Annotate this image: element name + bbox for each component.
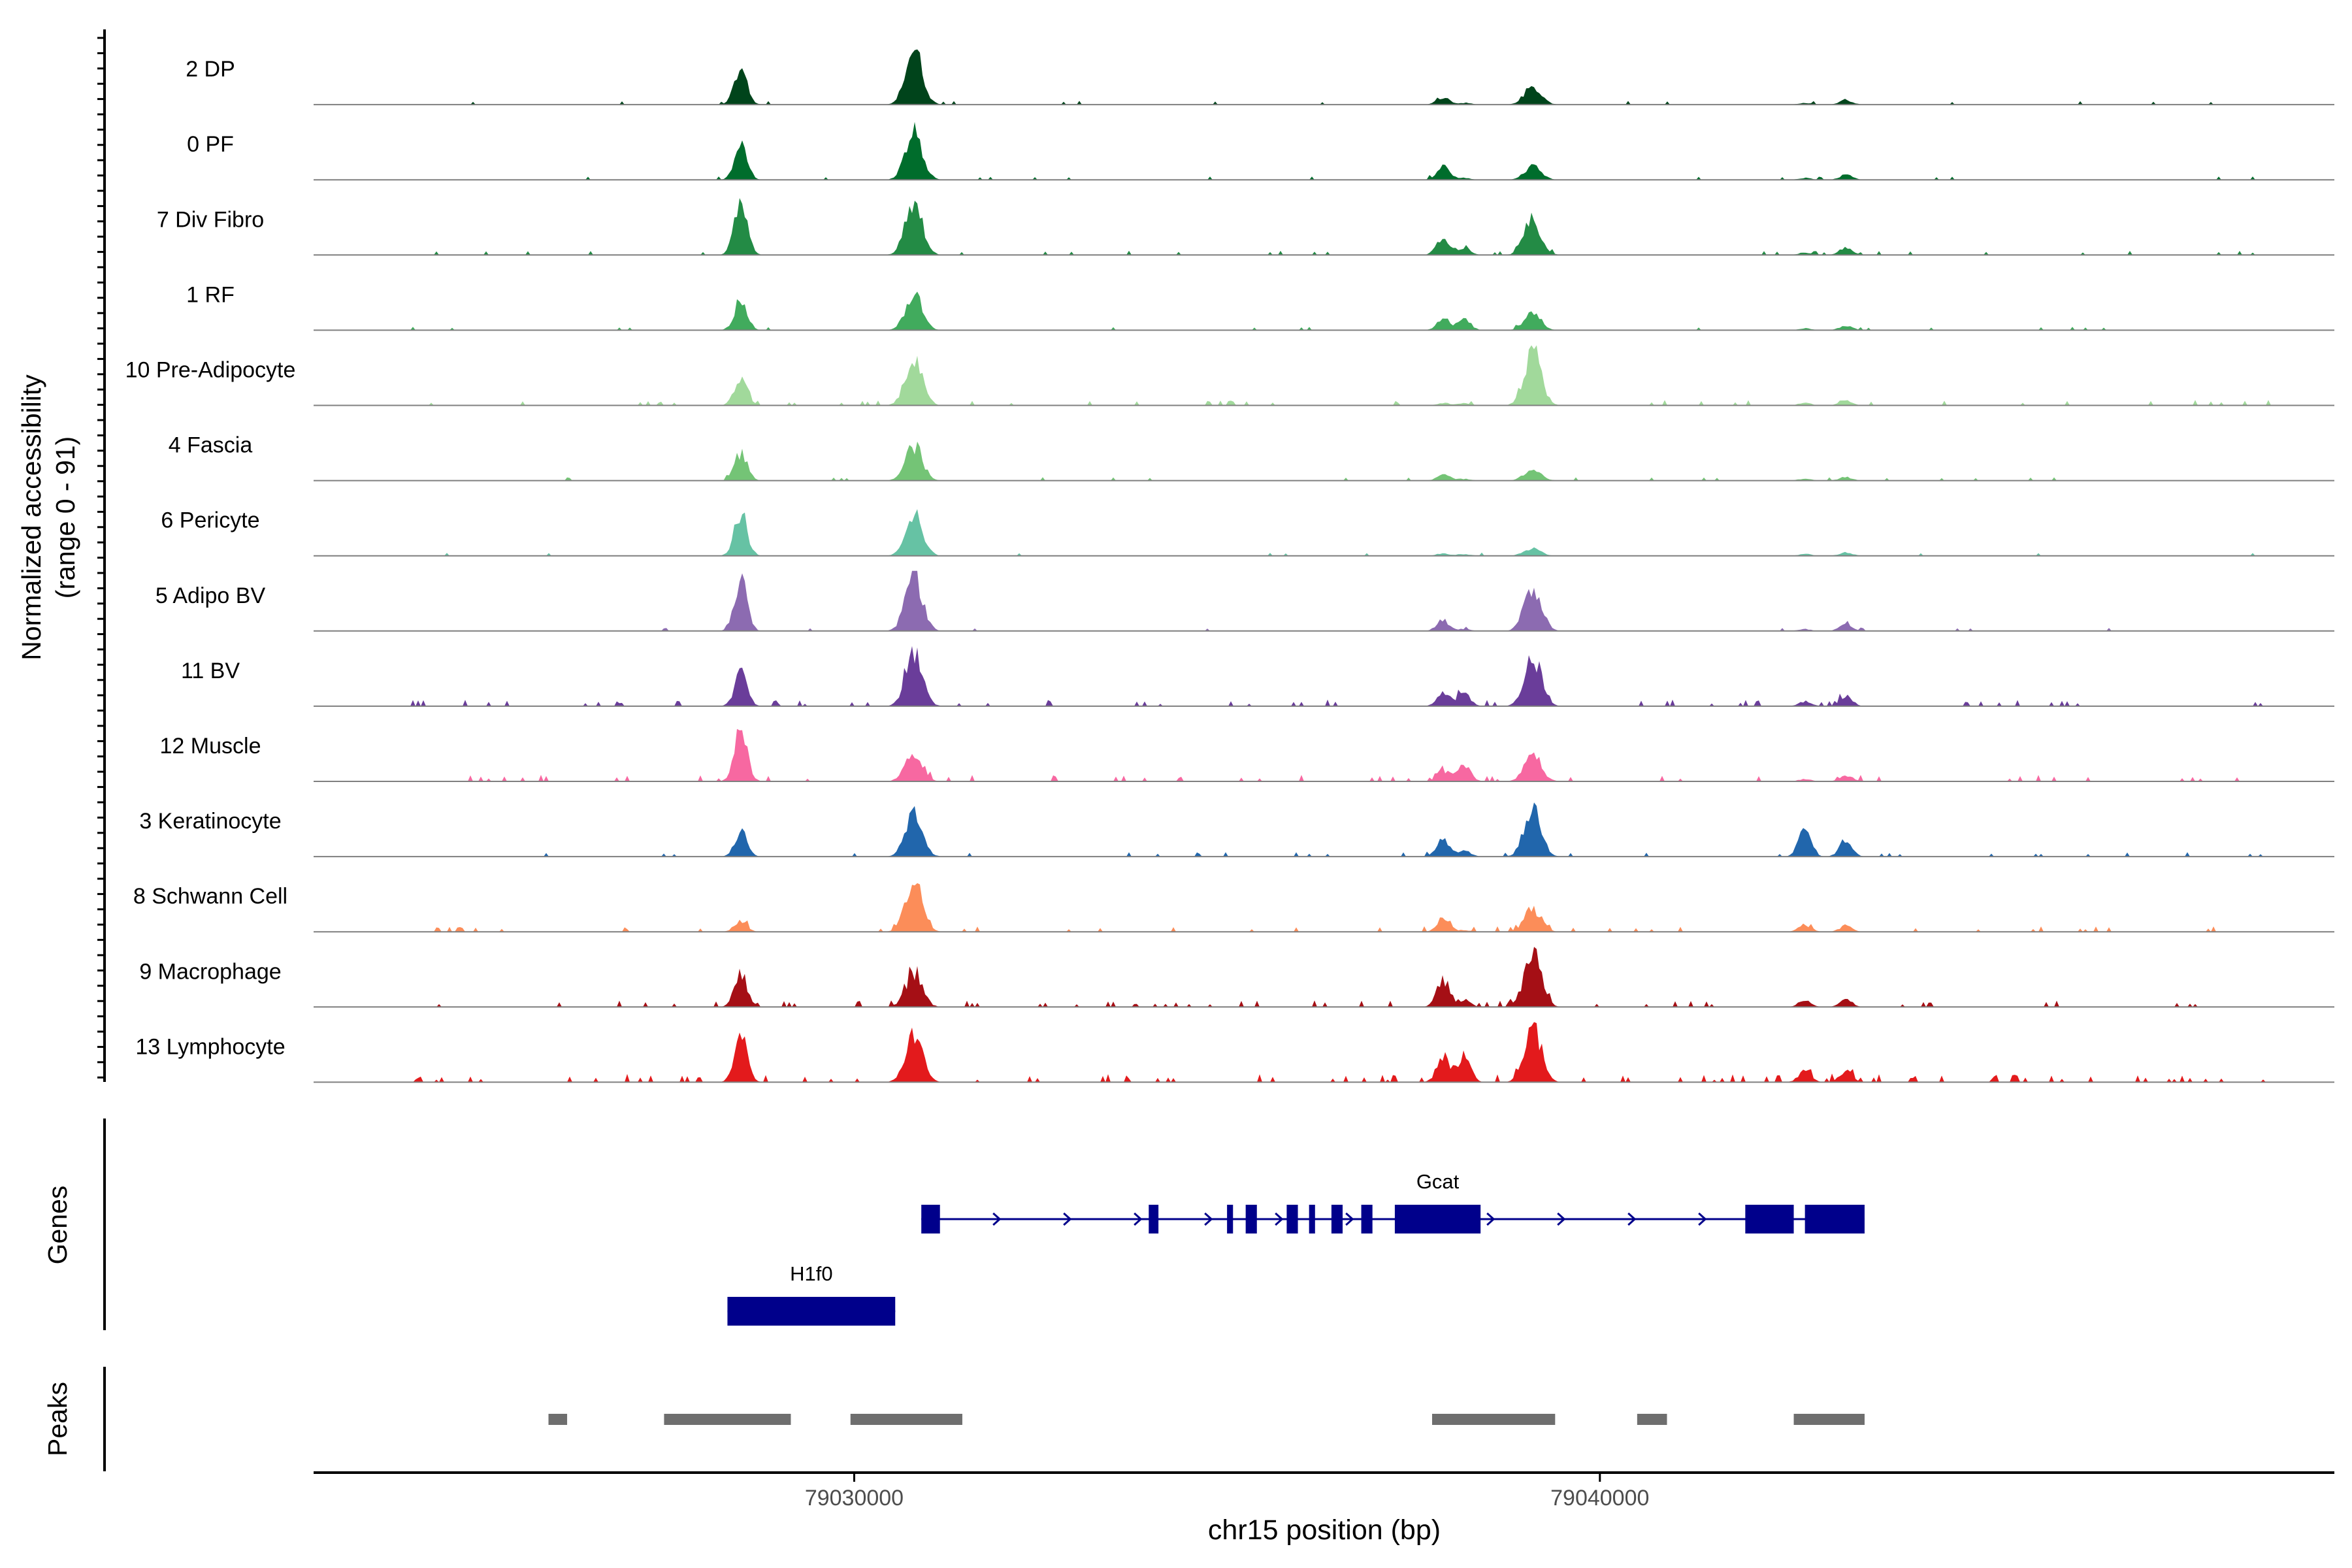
x-axis-ticks: 79030000 79040000 — [805, 1473, 1649, 1511]
exon — [1286, 1205, 1298, 1233]
x-tick-label: 79030000 — [805, 1486, 904, 1511]
coverage-tracks: 2 DP 0 PF 7 Div Fibro 1 RF 10 Pre-Adipocyte 4… — [125, 49, 2334, 1083]
track-label: 9 Macrophage — [139, 959, 281, 984]
exon — [1309, 1205, 1315, 1233]
track-label: 13 Lymphocyte — [135, 1034, 285, 1059]
track-label: 10 Pre-Adipocyte — [125, 358, 296, 383]
peak-bar — [1793, 1414, 1865, 1425]
track-8-schwann-cell: 8 Schwann Cell — [133, 883, 2334, 933]
track-10-pre-adipocyte: 10 Pre-Adipocyte — [125, 345, 2334, 406]
gene-annotations: Gcat H1f0 — [727, 1170, 1865, 1326]
strand-arrow — [1134, 1212, 1143, 1226]
y-axis-range-label: (range 0 - 91) — [50, 436, 80, 598]
track-3-keratinocyte: 3 Keratinocyte — [139, 802, 2334, 858]
track-4-fascia: 4 Fascia — [169, 433, 2334, 482]
peak-regions — [548, 1414, 1865, 1425]
peak-bar — [664, 1414, 791, 1425]
x-tick-label: 79040000 — [1550, 1486, 1649, 1511]
strand-arrow — [1345, 1212, 1354, 1226]
exon — [1331, 1205, 1343, 1233]
strand-arrow — [1204, 1212, 1213, 1226]
peaks-panel-label: Peaks — [42, 1382, 73, 1456]
track-label: 4 Fascia — [169, 433, 253, 458]
strand-arrow — [992, 1212, 1002, 1226]
strand-arrow — [1627, 1212, 1637, 1226]
exon — [1227, 1205, 1233, 1233]
gene-label: Gcat — [1416, 1170, 1460, 1193]
exon — [1394, 1205, 1481, 1233]
exon — [1361, 1205, 1373, 1233]
exon — [921, 1205, 940, 1233]
coverage-y-ticks — [97, 37, 105, 1079]
track-label: 6 Pericyte — [161, 508, 259, 533]
exon — [727, 1297, 896, 1326]
exon — [1245, 1205, 1257, 1233]
strand-arrow — [1063, 1212, 1072, 1226]
peak-bar — [1431, 1414, 1556, 1425]
exon — [1149, 1205, 1159, 1233]
track-9-macrophage: 9 Macrophage — [139, 947, 2334, 1008]
track-7-div-fibro: 7 Div Fibro — [157, 198, 2334, 256]
track-0-pf: 0 PF — [187, 122, 2334, 181]
gene-label: H1f0 — [790, 1262, 832, 1285]
track-12-muscle: 12 Muscle — [160, 728, 2334, 782]
exon — [1745, 1205, 1794, 1233]
track-6-pericyte: 6 Pericyte — [161, 508, 2334, 557]
track-label: 5 Adipo BV — [155, 583, 266, 608]
genes-panel-label: Genes — [42, 1186, 73, 1265]
gene-h1f0: H1f0 — [727, 1262, 896, 1326]
peak-bar — [548, 1414, 568, 1425]
track-label: 7 Div Fibro — [157, 207, 264, 232]
track-label: 8 Schwann Cell — [133, 884, 287, 909]
peak-bar — [850, 1414, 962, 1425]
peak-bar — [1637, 1414, 1667, 1425]
strand-arrow — [1486, 1212, 1495, 1226]
track-label: 11 BV — [181, 659, 240, 683]
y-axis-label: Normalized accessibility — [16, 374, 46, 661]
strand-arrow — [1698, 1212, 1707, 1226]
strand-arrow — [1275, 1212, 1284, 1226]
gene-gcat: Gcat — [921, 1170, 1865, 1233]
x-axis-label: chr15 position (bp) — [1208, 1514, 1441, 1546]
track-label: 2 DP — [186, 57, 235, 82]
track-label: 3 Keratinocyte — [139, 809, 281, 834]
track-label: 12 Muscle — [160, 734, 261, 759]
strand-arrow — [1557, 1212, 1566, 1226]
track-5-adipo-bv: 5 Adipo BV — [155, 570, 2334, 632]
track-2-dp: 2 DP — [186, 49, 2334, 106]
track-13-lymphocyte: 13 Lymphocyte — [135, 1022, 2334, 1083]
track-1-rf: 1 RF — [186, 282, 2334, 331]
exon — [1805, 1205, 1865, 1233]
track-label: 1 RF — [186, 282, 235, 307]
track-label: 0 PF — [187, 132, 234, 157]
track-11-bv: 11 BV — [181, 645, 2334, 707]
